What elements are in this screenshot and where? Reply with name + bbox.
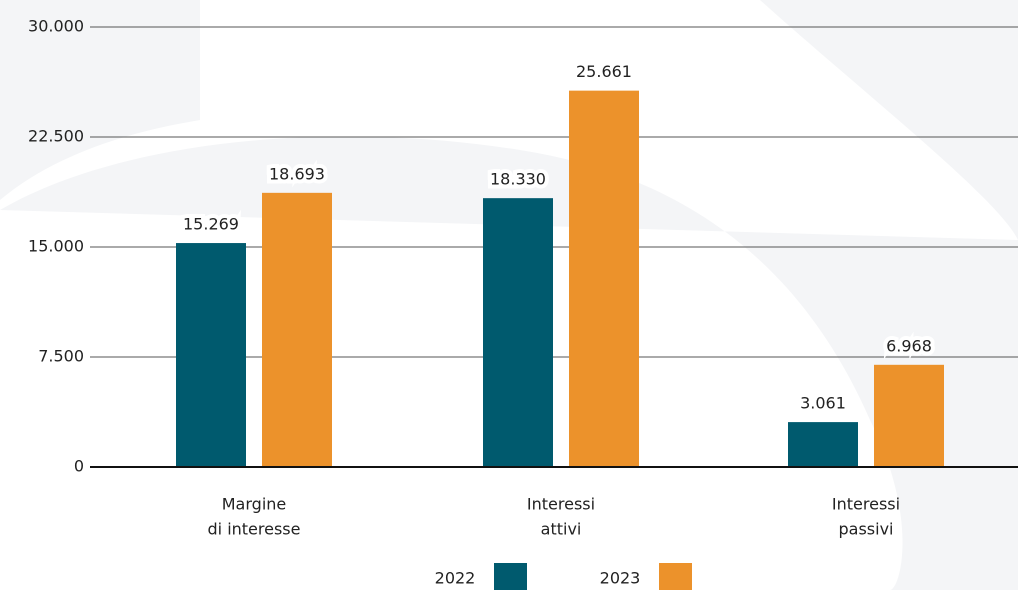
value-label: 3.061 xyxy=(800,394,846,413)
value-label: 6.968 xyxy=(886,336,932,355)
y-tick-label: 7.500 xyxy=(38,347,84,366)
y-tick-label: 0 xyxy=(74,457,84,476)
x-tick-label: di interesse xyxy=(208,520,301,539)
legend-label: 2023 xyxy=(600,569,641,588)
legend-swatch xyxy=(494,563,527,590)
bar xyxy=(483,198,553,467)
bar xyxy=(262,192,332,467)
y-tick-label: 22.500 xyxy=(28,127,84,146)
x-tick-label: Interessi xyxy=(832,495,900,514)
x-tick-label: attivi xyxy=(541,520,582,539)
y-tick-label: 15.000 xyxy=(28,237,84,256)
bar xyxy=(788,422,858,467)
value-label: 18.330 xyxy=(490,170,546,189)
x-tick-label: passivi xyxy=(839,520,894,539)
value-label: 25.661 xyxy=(576,62,632,81)
background-shape xyxy=(0,0,200,200)
y-tick-label: 30.000 xyxy=(28,17,84,36)
x-tick-label: Margine xyxy=(222,495,287,514)
legend-label: 2022 xyxy=(435,569,476,588)
bar xyxy=(176,243,246,467)
value-label: 15.269 xyxy=(183,215,239,234)
bar xyxy=(874,364,944,467)
bar xyxy=(569,90,639,467)
value-label: 18.693 xyxy=(269,164,325,183)
x-tick-label: Interessi xyxy=(527,495,595,514)
legend-swatch xyxy=(659,563,692,590)
